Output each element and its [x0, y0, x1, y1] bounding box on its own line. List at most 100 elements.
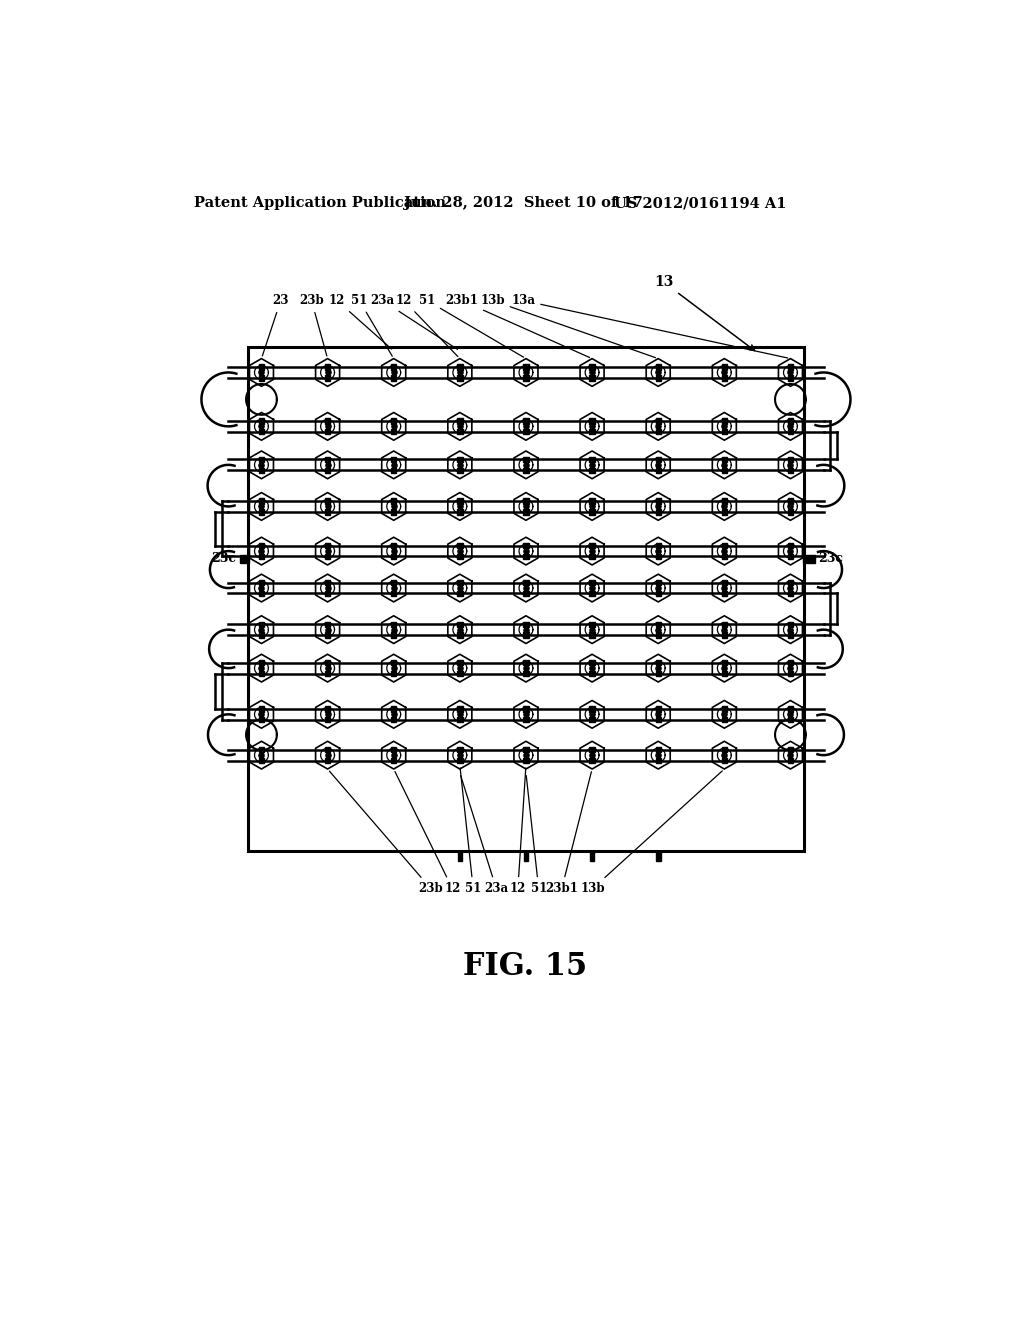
Bar [259, 543, 264, 548]
Bar [722, 758, 727, 763]
Bar [259, 671, 264, 676]
Text: 12: 12 [395, 294, 458, 356]
Bar [457, 622, 463, 627]
Bar [523, 543, 528, 548]
Bar [590, 543, 595, 548]
Bar [457, 660, 463, 665]
Bar [391, 543, 396, 548]
Bar [722, 622, 727, 627]
Text: 13a: 13a [511, 294, 787, 358]
Bar [325, 758, 331, 763]
Bar [655, 429, 660, 434]
Bar [259, 418, 264, 424]
Bar [655, 554, 660, 560]
Bar [722, 543, 727, 548]
Bar [325, 747, 331, 752]
Bar [523, 579, 528, 585]
Bar [722, 706, 727, 711]
Bar [590, 429, 595, 434]
Bar [259, 429, 264, 434]
Bar [457, 706, 463, 711]
Bar [787, 429, 794, 434]
Text: 23b1: 23b1 [546, 772, 592, 895]
Bar [457, 418, 463, 424]
Bar [590, 758, 595, 763]
Text: 23b: 23b [330, 771, 443, 895]
Bar [590, 632, 595, 638]
Bar [722, 717, 727, 722]
Bar [457, 467, 463, 473]
Bar [590, 364, 595, 370]
Bar [590, 660, 595, 665]
Bar [325, 591, 331, 597]
Bar [722, 375, 727, 380]
Bar [325, 706, 331, 711]
Bar [325, 510, 331, 515]
Bar [590, 457, 595, 462]
Bar [457, 632, 463, 638]
Bar [787, 375, 794, 380]
Bar [259, 554, 264, 560]
Text: US 2012/0161194 A1: US 2012/0161194 A1 [614, 197, 786, 210]
Bar [457, 758, 463, 763]
Bar [391, 671, 396, 676]
Bar [655, 510, 660, 515]
Bar [722, 467, 727, 473]
Bar [655, 457, 660, 462]
Bar [655, 418, 660, 424]
Bar [259, 660, 264, 665]
Bar [457, 375, 463, 380]
Bar [391, 758, 396, 763]
Bar [457, 671, 463, 676]
Bar [391, 660, 396, 665]
Bar [787, 632, 794, 638]
Bar [655, 622, 660, 627]
Bar [655, 758, 660, 763]
Bar [391, 706, 396, 711]
Bar [325, 364, 331, 370]
Bar [391, 579, 396, 585]
Bar [391, 510, 396, 515]
Text: 23c: 23c [211, 552, 237, 565]
Bar [523, 671, 528, 676]
Bar [523, 457, 528, 462]
Text: 23: 23 [262, 294, 289, 356]
Bar [457, 717, 463, 722]
Bar [259, 758, 264, 763]
Bar [523, 622, 528, 627]
Bar [722, 747, 727, 752]
Text: 12: 12 [395, 771, 461, 895]
Bar [590, 499, 595, 504]
Text: 12: 12 [510, 768, 526, 895]
Bar [787, 706, 794, 711]
Bar [590, 851, 594, 861]
Text: 51: 51 [526, 776, 547, 895]
Bar [590, 579, 595, 585]
Bar [391, 632, 396, 638]
Bar [655, 717, 660, 722]
Bar [722, 660, 727, 665]
Bar [787, 543, 794, 548]
Bar [787, 418, 794, 424]
Bar [325, 579, 331, 585]
Bar [325, 671, 331, 676]
Bar [787, 660, 794, 665]
Text: 13b: 13b [581, 771, 722, 895]
Text: 51: 51 [419, 294, 523, 358]
Text: 23b1: 23b1 [445, 294, 590, 358]
Bar [655, 467, 660, 473]
Bar [523, 591, 528, 597]
Bar [787, 467, 794, 473]
Bar [722, 591, 727, 597]
Bar [722, 554, 727, 560]
Bar [722, 499, 727, 504]
Bar [590, 706, 595, 711]
Bar [722, 632, 727, 638]
Bar [457, 747, 463, 752]
Bar [259, 706, 264, 711]
Bar [325, 660, 331, 665]
Bar [590, 622, 595, 627]
Bar [325, 543, 331, 548]
Bar [259, 622, 264, 627]
Bar [722, 429, 727, 434]
